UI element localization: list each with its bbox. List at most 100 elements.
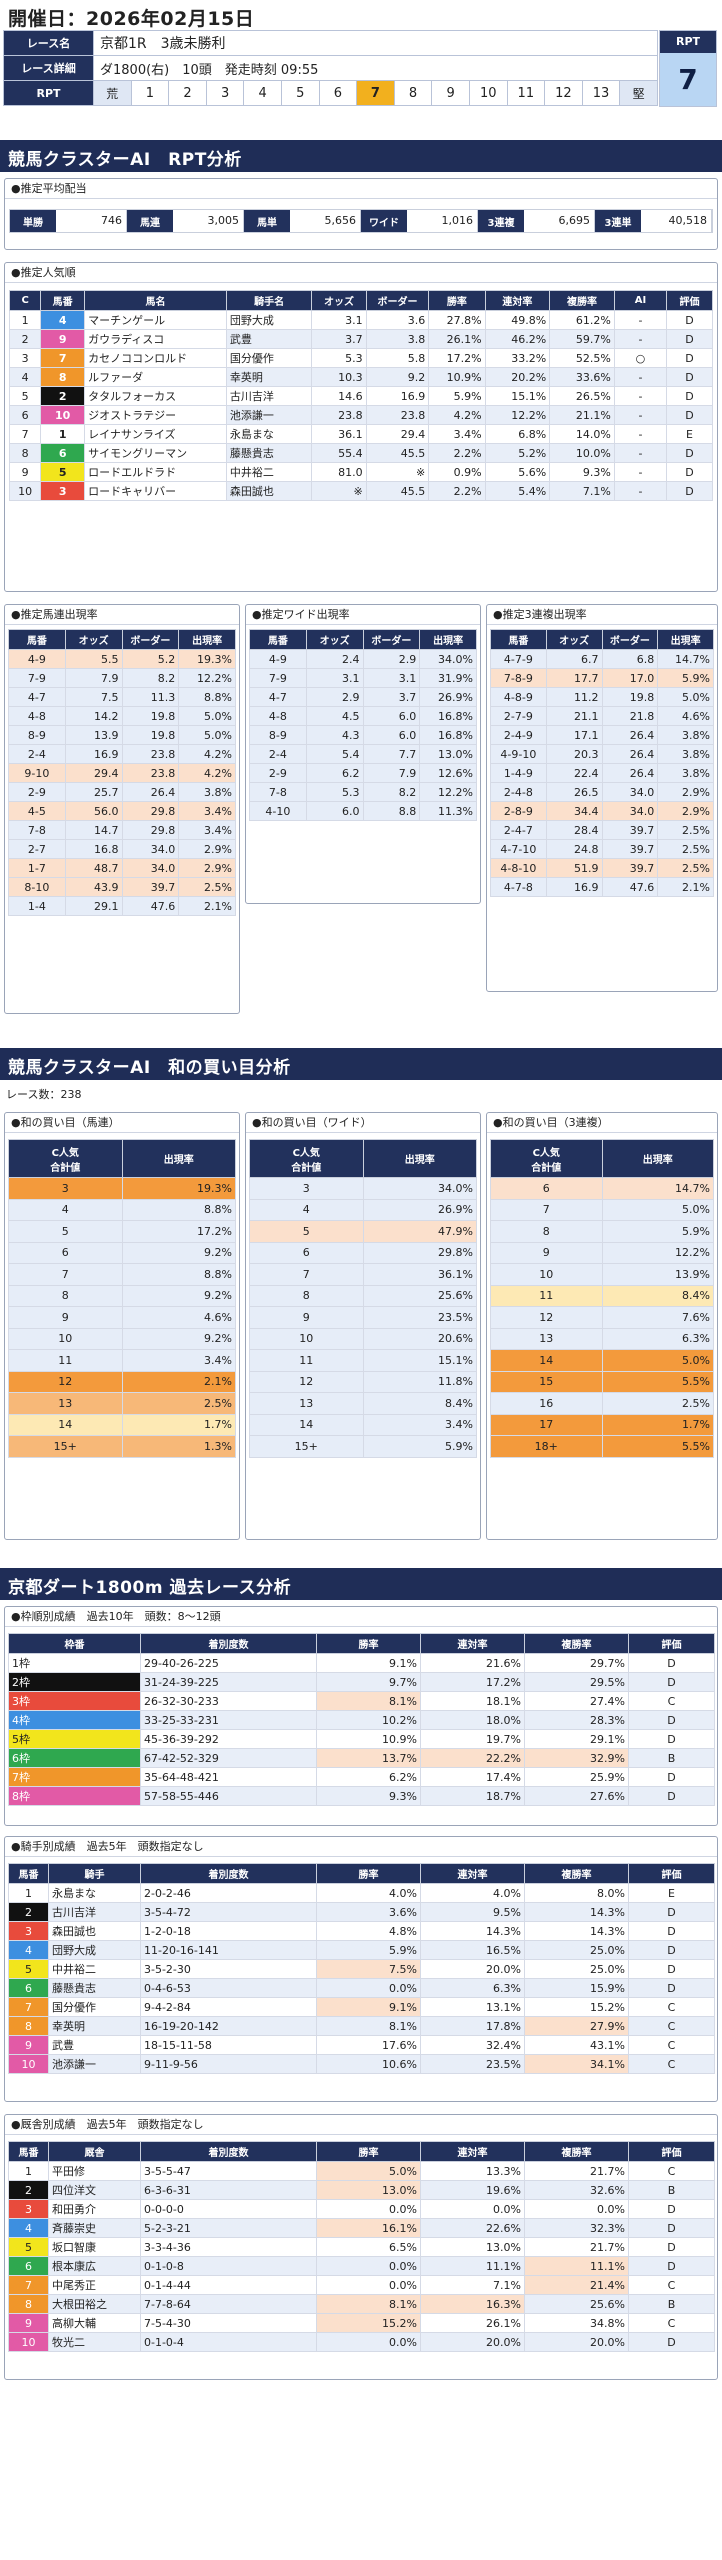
trainer-cell: 四位洋文 <box>48 2180 141 2200</box>
jockey-row: 1 永島まな 2-0-2-46 4.0% 4.0% 8.0% E <box>8 1883 715 1903</box>
sum-wide-box: ●和の買い目（ワイド） C人気 合計値 出現率 3 34.0% 4 26.9% 5 47.9%… <box>245 1112 481 1540</box>
sum_umaren-cell: 9.2% <box>121 1327 236 1350</box>
wide-cell: 4.5 <box>305 706 364 726</box>
frame-cell: D <box>628 1672 715 1692</box>
wide-cell: 2.9 <box>362 649 421 669</box>
sum_umaren-row: 8 9.2% <box>8 1284 236 1307</box>
popular-cell: - <box>613 329 668 349</box>
trainer-cell: 13.0% <box>316 2180 421 2200</box>
sum_sanren-row: 17 1.7% <box>490 1413 714 1436</box>
umaren-cell: 7-9 <box>8 668 66 688</box>
popular-cell: 8 <box>40 367 86 387</box>
column-header: 出現率 <box>362 1139 477 1178</box>
rpt-scale-cell: 荒 <box>93 80 132 106</box>
jockey-cell: 0-4-6-53 <box>140 1978 317 1998</box>
jockey-cell: 9-11-9-56 <box>140 2054 317 2074</box>
umaren-cell: 4-7 <box>8 687 66 707</box>
column-header: 連対率 <box>484 290 551 311</box>
sum_sanren-cell: 12.2% <box>601 1241 714 1264</box>
sum_wide-cell: 23.5% <box>362 1306 477 1329</box>
sum_wide-cell: 6 <box>249 1241 364 1264</box>
jockey-cell: 18-15-11-58 <box>140 2035 317 2055</box>
jockey-cell: 17.6% <box>316 2035 421 2055</box>
rpt-scale-cell: 8 <box>393 80 433 106</box>
sum_wide-cell: 10 <box>249 1327 364 1350</box>
wide-row: 4-7 2.9 3.7 26.9% <box>249 687 477 707</box>
popular-cell: ガウラディスコ <box>84 329 227 349</box>
sanren-cell: 5.9% <box>657 668 714 688</box>
popular-cell: 10.3 <box>311 367 367 387</box>
jockey-cell: 14.3% <box>524 1921 629 1941</box>
sum_sanren-cell: 5.9% <box>601 1220 714 1243</box>
trainer-cell: 根本康広 <box>48 2256 141 2276</box>
sanren-cell: 1-4-9 <box>490 763 547 783</box>
frame-cell: 27.4% <box>524 1691 629 1711</box>
wide-cell: 6.2 <box>305 763 364 783</box>
frame-cell: 2枠 <box>8 1672 141 1692</box>
trainer-cell: 16.1% <box>316 2218 421 2238</box>
popular-cell: 3.1 <box>311 310 367 330</box>
sum_umaren-cell: 8.8% <box>121 1198 236 1221</box>
rpt-scale-cell: 3 <box>205 80 245 106</box>
wide-cell: 6.0 <box>362 725 421 745</box>
sanren-row: 4-9-10 20.3 26.4 3.8% <box>490 744 714 764</box>
frame-cell: 5枠 <box>8 1729 141 1749</box>
sanren-row: 4-8-9 11.2 19.8 5.0% <box>490 687 714 707</box>
rpt-scale-cell: 5 <box>280 80 320 106</box>
jockey-cell: D <box>628 1978 715 1998</box>
rpt-scale-cell: 2 <box>168 80 207 106</box>
column-header: 連対率 <box>420 2141 525 2162</box>
wide-cell: 31.9% <box>419 668 477 688</box>
trainer-cell: 5-2-3-21 <box>140 2218 317 2238</box>
umaren-cell: 7.5 <box>64 687 123 707</box>
sum_umaren-row: 5 17.2% <box>8 1220 236 1243</box>
sum-sanren-title: ●和の買い目（3連複） <box>487 1113 717 1133</box>
sum_sanren-cell: 11 <box>490 1284 603 1307</box>
sanren-cell: 34.4 <box>545 801 603 821</box>
sum_wide-row: 5 47.9% <box>249 1220 477 1243</box>
column-header: 騎手名 <box>225 290 313 311</box>
trainer-cell: 34.8% <box>524 2313 629 2333</box>
sum_sanren-cell: 8.4% <box>601 1284 714 1307</box>
column-header: 馬番 <box>8 629 66 650</box>
trainer-cell: 0-1-4-44 <box>140 2275 317 2295</box>
umaren-row: 1-4 29.1 47.6 2.1% <box>8 896 236 916</box>
popular-cell: 29.4 <box>365 424 430 444</box>
popular-cell: 7 <box>40 348 86 368</box>
sum_umaren-row: 9 4.6% <box>8 1306 236 1329</box>
jockey-cell: 4 <box>8 1940 49 1960</box>
column-header: C人気 合計値 <box>249 1139 364 1178</box>
jockey-cell: 中井裕二 <box>48 1959 141 1979</box>
column-header: 枠番 <box>8 1633 141 1654</box>
umaren-row: 4-8 14.2 19.8 5.0% <box>8 706 236 726</box>
jockey-cell: D <box>628 1940 715 1960</box>
popular-cell: 幸英明 <box>225 367 313 387</box>
trainer-cell: 0.0% <box>316 2256 421 2276</box>
sum_umaren-cell: 9.2% <box>121 1241 236 1264</box>
popular-cell: 国分優作 <box>225 348 313 368</box>
trainer-cell: D <box>628 2256 715 2276</box>
popular-cell: 藤懸貴志 <box>225 443 313 463</box>
wide-row: 7-9 3.1 3.1 31.9% <box>249 668 477 688</box>
column-header: 勝率 <box>316 1863 421 1884</box>
frame-cell: 35-64-48-421 <box>140 1767 317 1787</box>
umaren-cell: 7-8 <box>8 820 66 840</box>
frame-cell: 18.1% <box>420 1691 525 1711</box>
jockey-cell: 9-4-2-84 <box>140 1997 317 2017</box>
sanren-row: 4-7-10 24.8 39.7 2.5% <box>490 839 714 859</box>
popular-cell: カセノココンロルド <box>84 348 227 368</box>
payout-title: ●推定平均配当 <box>5 179 717 199</box>
umaren-cell: 2.9% <box>178 858 236 878</box>
column-header: 出現率 <box>419 629 477 650</box>
sanren-row: 1-4-9 22.4 26.4 3.8% <box>490 763 714 783</box>
trainer-cell: 7-7-8-64 <box>140 2294 317 2314</box>
popular-cell: - <box>613 310 668 330</box>
trainer-cell: 13.3% <box>420 2161 525 2181</box>
sum_wide-cell: 3.4% <box>362 1413 477 1436</box>
jockey-cell: 永島まな <box>48 1883 141 1903</box>
umaren-row: 7-8 14.7 29.8 3.4% <box>8 820 236 840</box>
trainer-cell: 6 <box>8 2256 49 2276</box>
wide-cell: 5.3 <box>305 782 364 802</box>
jockey-cell: 2 <box>8 1902 49 1922</box>
sanren-cell: 4.6% <box>657 706 714 726</box>
